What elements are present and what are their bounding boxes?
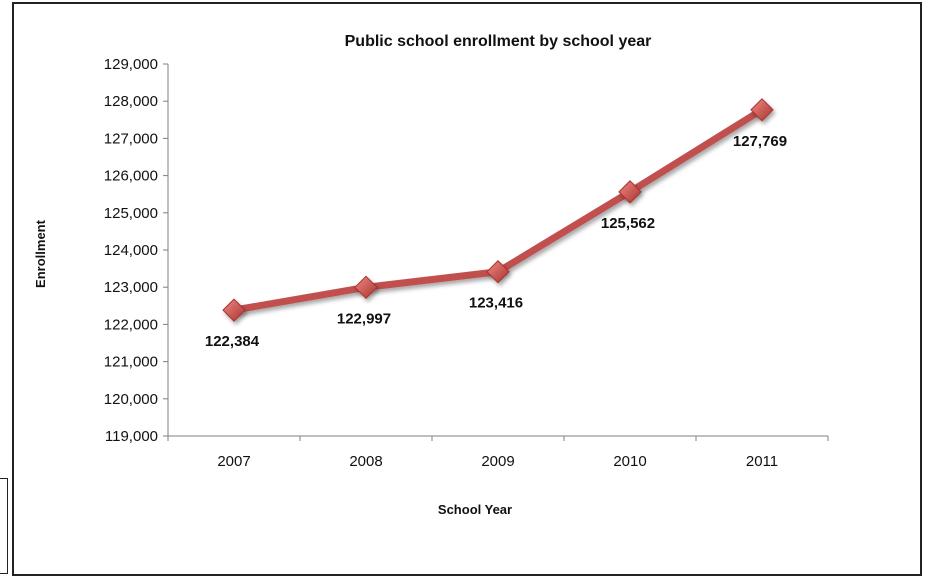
- left-edge-fragment: [0, 478, 8, 574]
- y-tick-label: 123,000: [104, 279, 158, 296]
- y-tick-label: 125,000: [104, 205, 158, 222]
- y-tick-label: 129,000: [104, 56, 158, 73]
- x-tick-label: 2010: [613, 453, 646, 470]
- x-tick-label: 2009: [481, 453, 514, 470]
- y-tick-label: 128,000: [104, 93, 158, 110]
- data-marker: [750, 98, 774, 122]
- data-label: 123,416: [469, 295, 523, 312]
- data-label: 122,384: [205, 333, 260, 350]
- series-markers: [222, 98, 774, 322]
- x-tick-labels: 2007 2008 2009 2010 2011: [217, 453, 778, 470]
- y-tick-label: 121,000: [104, 354, 158, 371]
- chart-frame: [12, 2, 922, 576]
- data-label: 122,997: [337, 310, 391, 327]
- y-tick-label: 120,000: [104, 391, 158, 408]
- y-tick-label: 127,000: [104, 130, 158, 147]
- y-tick-label: 126,000: [104, 168, 158, 185]
- y-tick-label: 124,000: [104, 242, 158, 259]
- data-label: 127,769: [733, 133, 787, 150]
- data-labels: 122,384 122,997 123,416 125,562 127,769: [205, 133, 787, 350]
- y-axis-title: Enrollment: [33, 219, 48, 288]
- y-tick-label: 122,000: [104, 316, 158, 333]
- data-marker: [486, 260, 510, 284]
- data-marker: [222, 298, 246, 322]
- chart-title: Public school enrollment by school year: [345, 33, 652, 50]
- data-label: 125,562: [601, 215, 655, 232]
- data-marker: [618, 180, 642, 204]
- data-marker: [354, 275, 378, 300]
- axes: [163, 63, 829, 441]
- x-axis-title: School Year: [438, 502, 512, 517]
- x-tick-label: 2008: [349, 453, 382, 470]
- y-tick-label: 119,000: [105, 428, 158, 445]
- x-tick-label: 2007: [217, 453, 250, 470]
- x-tick-label: 2011: [746, 453, 778, 470]
- y-tick-labels: 119,000 120,000 121,000 122,000 123,000 124,0…: [104, 56, 158, 445]
